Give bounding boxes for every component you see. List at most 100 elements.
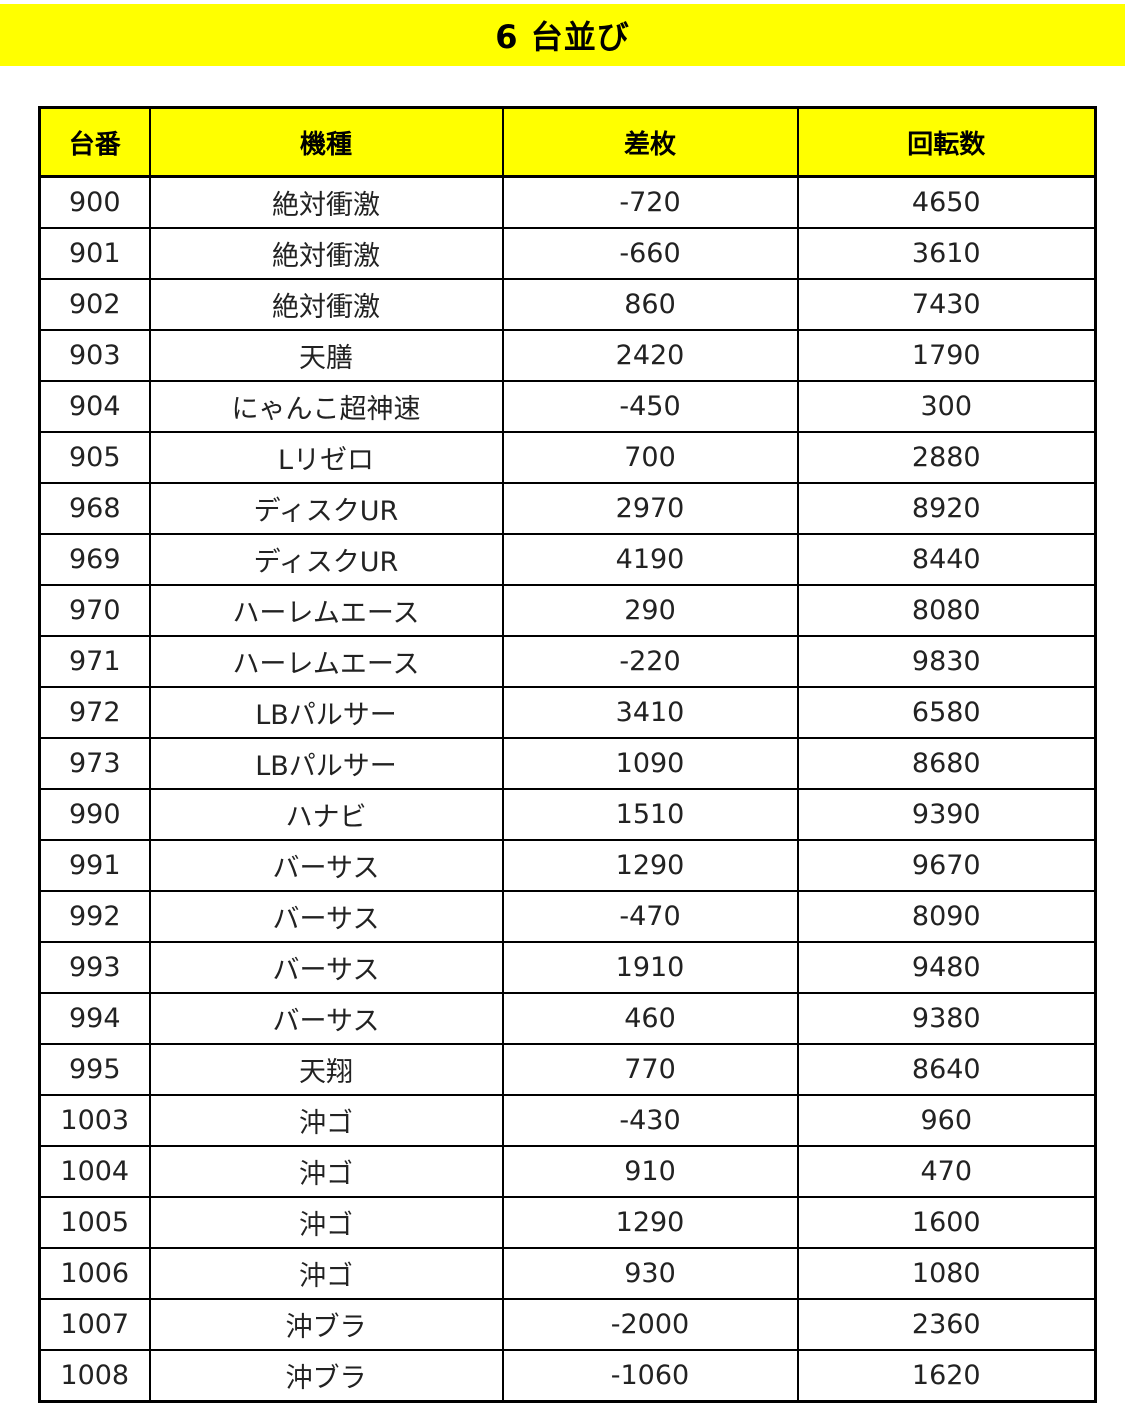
coin-difference-cell: 1510 (501, 788, 799, 841)
machine-model-cell: 絶対衝激 (148, 175, 504, 229)
table-row: 994 バーサス 460 9380 (38, 992, 1097, 1045)
machine-number-cell: 1003 (38, 1094, 151, 1147)
coin-difference-cell: -2000 (501, 1298, 799, 1351)
table-row: 995 天翔 770 8640 (38, 1043, 1097, 1096)
table-row: 973 LBパルサー 1090 8680 (38, 737, 1097, 790)
machine-number-cell: 902 (38, 278, 151, 331)
header-spin-count: 回転数 (796, 106, 1097, 178)
spin-count-cell: 3610 (796, 227, 1097, 280)
spin-count-cell: 8920 (796, 482, 1097, 535)
machine-number-cell: 990 (38, 788, 151, 841)
coin-difference-cell: -1060 (501, 1349, 799, 1403)
table-row: 971 ハーレムエース -220 9830 (38, 635, 1097, 688)
coin-difference-cell: 1910 (501, 941, 799, 994)
coin-difference-cell: 460 (501, 992, 799, 1045)
table-row: 1005 沖ゴ 1290 1600 (38, 1196, 1097, 1249)
coin-difference-cell: 290 (501, 584, 799, 637)
machine-number-cell: 972 (38, 686, 151, 739)
table-body: 900 絶対衝激 -720 4650 901 絶対衝激 -660 3610 902 絶対衝激 860… (38, 175, 1097, 1403)
table-header-row: 台番 機種 差枚 回転数 (38, 106, 1097, 178)
machine-model-cell: ディスクUR (148, 482, 504, 535)
spin-count-cell: 960 (796, 1094, 1097, 1147)
page-title: 6 台並び (0, 4, 1125, 66)
coin-difference-cell: 2970 (501, 482, 799, 535)
coin-difference-cell: -660 (501, 227, 799, 280)
coin-difference-cell: -450 (501, 380, 799, 433)
coin-difference-cell: 3410 (501, 686, 799, 739)
machine-number-cell: 904 (38, 380, 151, 433)
coin-difference-cell: 700 (501, 431, 799, 484)
table-row: 1008 沖ブラ -1060 1620 (38, 1349, 1097, 1403)
spin-count-cell: 2360 (796, 1298, 1097, 1351)
machine-model-cell: バーサス (148, 992, 504, 1045)
machine-number-cell: 992 (38, 890, 151, 943)
spin-count-cell: 8640 (796, 1043, 1097, 1096)
machine-number-cell: 901 (38, 227, 151, 280)
table-row: 993 バーサス 1910 9480 (38, 941, 1097, 994)
machine-model-cell: ディスクUR (148, 533, 504, 586)
machine-number-cell: 905 (38, 431, 151, 484)
machine-number-cell: 995 (38, 1043, 151, 1096)
spin-count-cell: 1080 (796, 1247, 1097, 1300)
machine-number-cell: 970 (38, 584, 151, 637)
table-row: 1006 沖ゴ 930 1080 (38, 1247, 1097, 1300)
spin-count-cell: 6580 (796, 686, 1097, 739)
machine-model-cell: バーサス (148, 890, 504, 943)
machine-model-cell: ハーレムエース (148, 584, 504, 637)
spin-count-cell: 8090 (796, 890, 1097, 943)
machine-number-cell: 973 (38, 737, 151, 790)
table-row: 902 絶対衝激 860 7430 (38, 278, 1097, 331)
header-coin-difference: 差枚 (501, 106, 799, 178)
spin-count-cell: 4650 (796, 175, 1097, 229)
coin-difference-cell: 860 (501, 278, 799, 331)
spin-count-cell: 9480 (796, 941, 1097, 994)
machine-number-cell: 969 (38, 533, 151, 586)
spin-count-cell: 9830 (796, 635, 1097, 688)
coin-difference-cell: -220 (501, 635, 799, 688)
spin-count-cell: 470 (796, 1145, 1097, 1198)
spin-count-cell: 9380 (796, 992, 1097, 1045)
spin-count-cell: 9390 (796, 788, 1097, 841)
machine-model-cell: 絶対衝激 (148, 227, 504, 280)
machine-number-cell: 993 (38, 941, 151, 994)
table-row: 903 天膳 2420 1790 (38, 329, 1097, 382)
spin-count-cell: 1620 (796, 1349, 1097, 1403)
spin-count-cell: 1600 (796, 1196, 1097, 1249)
table-row: 1003 沖ゴ -430 960 (38, 1094, 1097, 1147)
machine-number-cell: 1008 (38, 1349, 151, 1403)
table-row: 991 バーサス 1290 9670 (38, 839, 1097, 892)
machine-number-cell: 903 (38, 329, 151, 382)
machine-model-cell: ハナビ (148, 788, 504, 841)
coin-difference-cell: 1090 (501, 737, 799, 790)
machine-model-cell: 沖ゴ (148, 1196, 504, 1249)
machine-model-cell: ハーレムエース (148, 635, 504, 688)
table-row: 970 ハーレムエース 290 8080 (38, 584, 1097, 637)
machine-model-cell: にゃんこ超神速 (148, 380, 504, 433)
table-row: 968 ディスクUR 2970 8920 (38, 482, 1097, 535)
results-table-container: 台番 機種 差枚 回転数 900 絶対衝激 -720 4650 901 絶対衝激 -660 3… (38, 106, 1097, 1403)
table-row: 905 Lリゼロ 700 2880 (38, 431, 1097, 484)
coin-difference-cell: 1290 (501, 1196, 799, 1249)
header-machine-number: 台番 (38, 106, 151, 178)
machine-number-cell: 900 (38, 175, 151, 229)
machine-model-cell: 天膳 (148, 329, 504, 382)
machine-number-cell: 1006 (38, 1247, 151, 1300)
machine-model-cell: 沖ゴ (148, 1145, 504, 1198)
table-row: 1004 沖ゴ 910 470 (38, 1145, 1097, 1198)
machine-model-cell: 沖ゴ (148, 1094, 504, 1147)
coin-difference-cell: 770 (501, 1043, 799, 1096)
machine-model-cell: 沖ゴ (148, 1247, 504, 1300)
machine-number-cell: 971 (38, 635, 151, 688)
coin-difference-cell: 2420 (501, 329, 799, 382)
table-row: 992 バーサス -470 8090 (38, 890, 1097, 943)
table-row: 1007 沖ブラ -2000 2360 (38, 1298, 1097, 1351)
table-row: 969 ディスクUR 4190 8440 (38, 533, 1097, 586)
spin-count-cell: 1790 (796, 329, 1097, 382)
machine-model-cell: LBパルサー (148, 686, 504, 739)
table-row: 901 絶対衝激 -660 3610 (38, 227, 1097, 280)
machine-model-cell: バーサス (148, 839, 504, 892)
table-row: 990 ハナビ 1510 9390 (38, 788, 1097, 841)
table-row: 904 にゃんこ超神速 -450 300 (38, 380, 1097, 433)
machine-number-cell: 991 (38, 839, 151, 892)
machine-model-cell: バーサス (148, 941, 504, 994)
